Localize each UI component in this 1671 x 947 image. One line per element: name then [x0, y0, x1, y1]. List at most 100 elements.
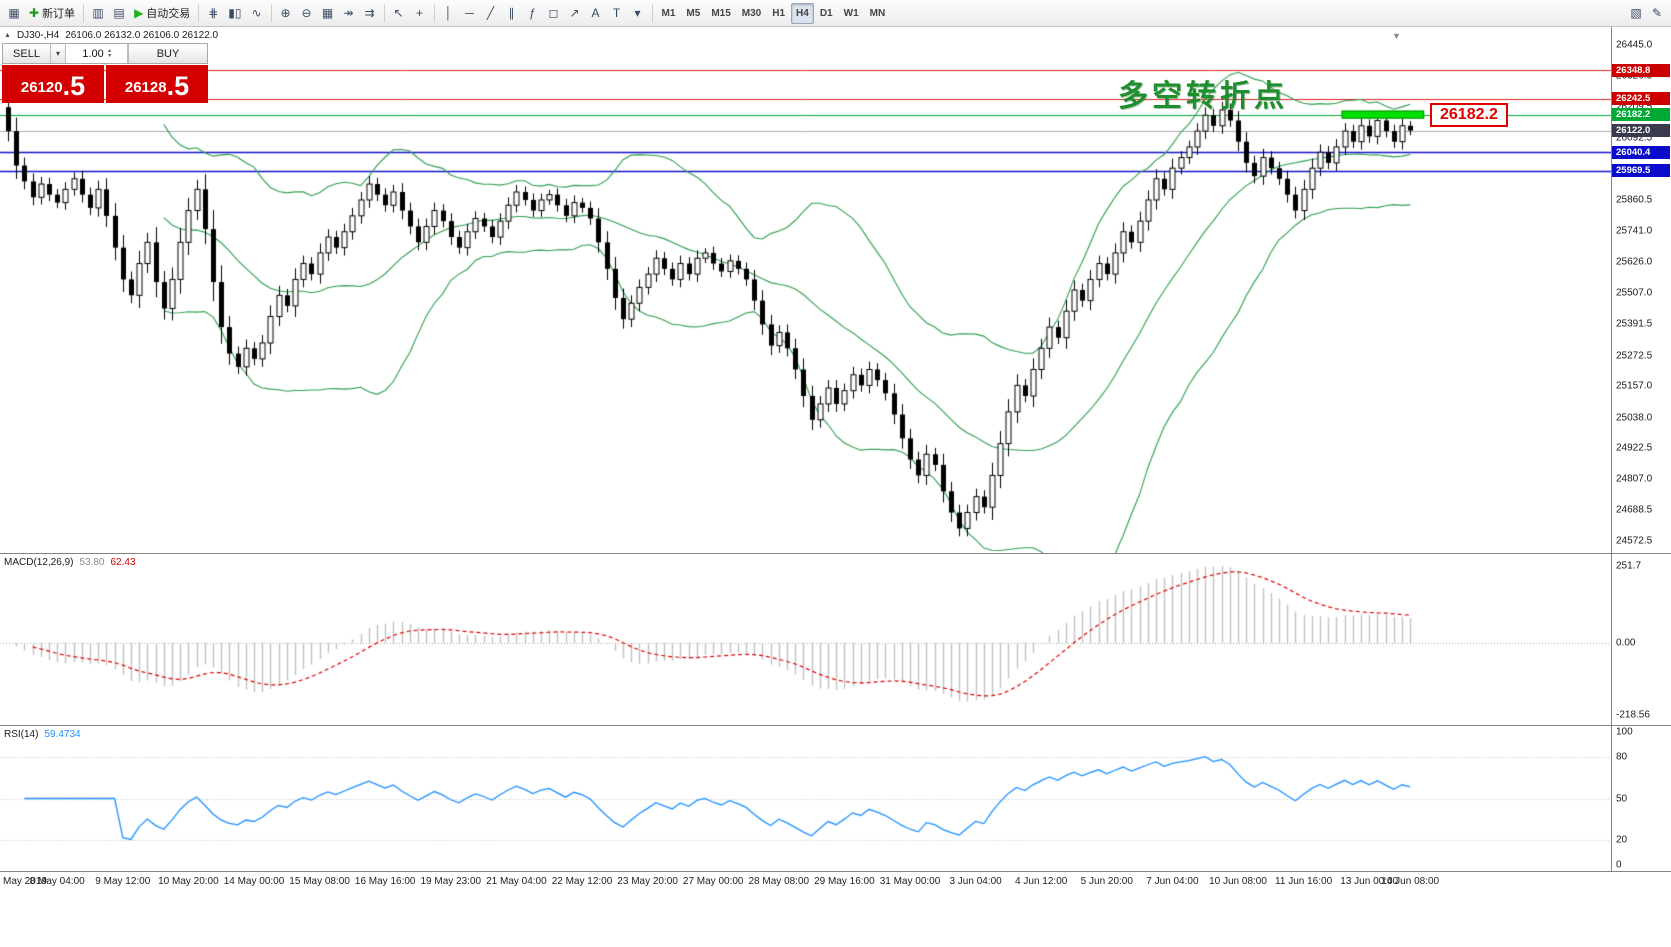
- time-label: 19 May 23:00: [420, 876, 482, 887]
- rsi-axis[interactable]: 100 80 50 20 0: [1611, 726, 1671, 871]
- macd-indicator-panel[interactable]: 251.7 0.00 -218.56 MACD(12,26,9) 53.80 62.…: [0, 554, 1671, 726]
- timeframe-button-m30[interactable]: M30: [741, 7, 762, 19]
- navigator-button[interactable]: ▤: [109, 3, 129, 24]
- macd-header: MACD(12,26,9) 53.80 62.43: [4, 557, 136, 568]
- sell-price-box[interactable]: 26120 .5: [2, 65, 104, 103]
- navigator-icon: ▤: [113, 6, 125, 20]
- sell-price-main: 26120: [20, 79, 63, 96]
- macd-axis-label: 0.00: [1616, 637, 1636, 649]
- macd-canvas[interactable]: [0, 554, 1611, 725]
- autotrading-button-label: 自动交易: [146, 8, 191, 20]
- time-label: 22 May 12:00: [551, 876, 613, 887]
- price-chart-panel[interactable]: 26445.026326.526209.526092.525975.525860…: [0, 27, 1671, 554]
- chart-shift-button[interactable]: ⇉: [360, 3, 380, 24]
- timeframe-button-h4[interactable]: H4: [791, 2, 814, 24]
- chart-profile-button[interactable]: ▧: [1626, 3, 1646, 24]
- order-type-dropdown[interactable]: ▾: [51, 44, 66, 63]
- timeframe-button-m1[interactable]: M1: [661, 7, 676, 19]
- macd-axis-label: -218.56: [1616, 709, 1650, 721]
- autotrading-button[interactable]: ▶ 自动交易: [130, 3, 194, 24]
- arrows-button[interactable]: ↗: [565, 3, 585, 24]
- equidistant-channel-button[interactable]: ∥: [502, 3, 522, 24]
- time-label: 31 May 00:00: [879, 876, 941, 887]
- drawing-dropdown-icon: ▾: [634, 6, 641, 20]
- price-tick: 24572.5: [1616, 535, 1653, 547]
- sell-button[interactable]: SELL: [3, 44, 51, 63]
- sell-price-big: .5: [62, 71, 86, 101]
- rsi-value: 59.4734: [44, 729, 81, 740]
- rsi-canvas[interactable]: [0, 726, 1611, 871]
- timeframe-button-m15[interactable]: M15: [711, 7, 731, 19]
- spinner-up-icon[interactable]: ▴: [107, 47, 111, 54]
- symbol-marker-icon: ▲: [4, 32, 11, 39]
- timeframe-button-d1[interactable]: D1: [819, 7, 833, 19]
- volume-input[interactable]: 1.00 ▴ ▾: [66, 44, 128, 63]
- time-label: May 2019: [3, 876, 47, 887]
- buy-button[interactable]: BUY: [128, 44, 207, 63]
- toolbar-separator: [433, 4, 435, 22]
- timeframe-button-mn[interactable]: MN: [869, 7, 886, 19]
- time-label: 5 Jun 20:00: [1080, 876, 1133, 887]
- time-label: 7 Jun 04:00: [1146, 876, 1199, 887]
- price-badge: 26242.5: [1612, 92, 1670, 106]
- equidistant-channel-icon: ∥: [508, 6, 515, 20]
- buy-price-box[interactable]: 26128 .5: [106, 65, 208, 103]
- shapes-button[interactable]: ◻: [544, 3, 564, 24]
- fibonacci-icon: ƒ: [529, 6, 536, 20]
- price-badge: 26040.4: [1612, 145, 1670, 159]
- chart-shift-marker[interactable]: ▼: [1392, 31, 1401, 41]
- toolbar-separator: [270, 4, 272, 22]
- zoom-out-button[interactable]: ⊖: [297, 3, 317, 24]
- price-badge: 25969.5: [1612, 164, 1670, 178]
- auto-scroll-button[interactable]: ↠: [339, 3, 359, 24]
- fibonacci-button[interactable]: ƒ: [523, 3, 543, 24]
- cursor-button[interactable]: ↖: [389, 3, 409, 24]
- symbol-ohlc-header: ▲ DJ30-,H4 26106.0 26132.0 26106.0 26122…: [4, 30, 218, 41]
- chart-profile-icon: ▧: [1630, 6, 1642, 20]
- vertical-line-icon: │: [444, 6, 453, 20]
- time-axis[interactable]: May 2019 8 May 04:00 9 May 12:00 10 May 20:…: [0, 872, 1671, 892]
- zoom-in-button[interactable]: ⊕: [276, 3, 296, 24]
- chart-annotation-text: 多空转折点: [1118, 79, 1288, 114]
- text-label-button[interactable]: T: [607, 3, 627, 24]
- pencil-button[interactable]: ✎: [1647, 3, 1667, 24]
- volume-spinner[interactable]: ▴ ▾: [107, 47, 111, 59]
- chart-shift-icon: ⇉: [364, 6, 375, 20]
- toolbar-separator: [383, 4, 385, 22]
- bar-chart-button[interactable]: ⋕: [203, 3, 223, 24]
- price-chart-canvas[interactable]: [0, 27, 1611, 553]
- toolbar-separator: [651, 4, 653, 22]
- symbol-name: DJ30-,H4: [16, 30, 60, 41]
- zoom-in-icon: ⊕: [280, 6, 291, 20]
- line-chart-button[interactable]: ∿: [247, 3, 267, 24]
- price-axis[interactable]: 26445.026326.526209.526092.525975.525860…: [1611, 27, 1671, 553]
- new-chart-button[interactable]: ▦: [4, 3, 24, 24]
- tile-windows-button[interactable]: ▦: [318, 3, 338, 24]
- timeframe-button-w1[interactable]: W1: [843, 7, 859, 19]
- timeframe-button-h1[interactable]: H1: [772, 7, 786, 19]
- spinner-down-icon[interactable]: ▾: [107, 52, 111, 59]
- price-tick: 26209.5: [1616, 102, 1652, 113]
- vertical-line-button[interactable]: │: [439, 3, 459, 24]
- time-label: 8 May 04:00: [29, 876, 85, 887]
- buy-price-main: 26128: [124, 79, 167, 96]
- macd-axis[interactable]: 251.7 0.00 -218.56: [1611, 554, 1671, 725]
- crosshair-button[interactable]: +: [410, 3, 430, 24]
- one-click-trading-panel: SELL ▾ 1.00 ▴ ▾ BUY 26120 .5 26128: [2, 43, 208, 103]
- horizontal-line-button[interactable]: ─: [460, 3, 480, 24]
- time-label: 13 Jun 00:00: [1340, 876, 1399, 887]
- trendline-button[interactable]: ╱: [481, 3, 501, 24]
- price-badge: 26182.2: [1612, 108, 1670, 122]
- rsi-indicator-panel[interactable]: 100 80 50 20 0 RSI(14) 59.4734: [0, 726, 1671, 872]
- text-button[interactable]: A: [586, 3, 606, 24]
- market-watch-button[interactable]: ▥: [88, 3, 108, 24]
- new-order-icon: ✚: [29, 6, 40, 20]
- new-order-button[interactable]: ✚ 新订单: [25, 3, 79, 24]
- timeframe-button-m5[interactable]: M5: [686, 7, 701, 19]
- candlestick-chart-button[interactable]: ▮▯: [224, 3, 245, 24]
- price-tick: 25391.5: [1616, 318, 1653, 330]
- drawing-dropdown[interactable]: ▾: [628, 3, 648, 24]
- time-label: 23 May 20:00: [617, 876, 678, 887]
- time-label: 27 May 00:00: [682, 876, 744, 887]
